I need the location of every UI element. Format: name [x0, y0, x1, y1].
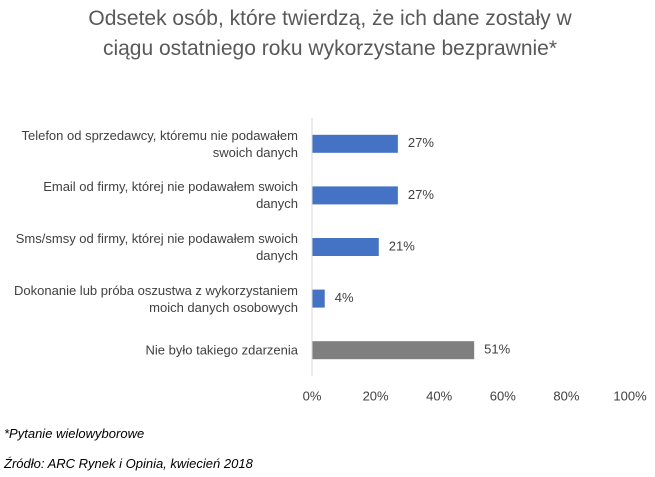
- value-label: 27%: [408, 135, 434, 150]
- value-label: 27%: [408, 187, 434, 202]
- footnote: *Pytanie wielowyborowe: [4, 426, 145, 441]
- chart-title: Odsetek osób, które twierdzą, że ich dan…: [88, 7, 572, 60]
- bar: [312, 289, 325, 308]
- x-tick-label: 60%: [490, 388, 516, 403]
- value-label: 21%: [389, 238, 415, 253]
- x-tick-label: 0%: [303, 388, 322, 403]
- bar: [312, 134, 398, 153]
- x-tick-label: 20%: [363, 388, 389, 403]
- category-label: Nie było takiego zdarzenia: [145, 342, 298, 358]
- category-label: Telefon od sprzedawcy, któremu nie podaw…: [21, 127, 298, 160]
- bar: [312, 341, 475, 360]
- category-label: Dokonanie lub próba oszustwa z wykorzyst…: [14, 282, 298, 315]
- bar: [312, 186, 398, 205]
- x-tick-label: 80%: [553, 388, 579, 403]
- category-label: Sms/smsy od firmy, której nie podawałem …: [15, 231, 298, 263]
- x-tick-label: 100%: [613, 388, 647, 403]
- bar: [312, 238, 379, 256]
- value-label: 51%: [484, 342, 510, 357]
- x-tick-label: 40%: [426, 388, 452, 403]
- category-label: Email od firmy, której nie podawałem swo…: [43, 179, 298, 212]
- footnote: Źródło: ARC Rynek i Opinia, kwiecień 201…: [4, 456, 253, 471]
- value-label: 4%: [335, 290, 354, 305]
